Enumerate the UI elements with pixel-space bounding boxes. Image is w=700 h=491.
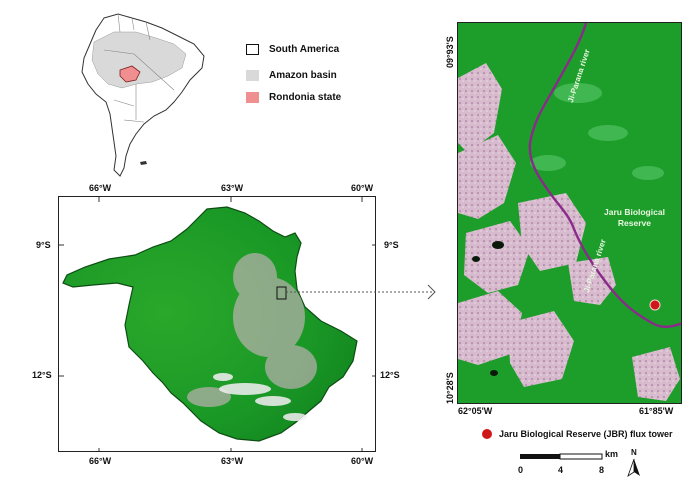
scale-bar-label-8: 8 (599, 465, 605, 475)
state-map-right-tick-1: 9°S (384, 240, 399, 250)
legend-item-rondonia-state: Rondonia state (246, 92, 341, 103)
legend-swatch-south-america (246, 44, 259, 55)
state-map-left-tick-2: 12°S (32, 370, 52, 380)
scale-bar-label-4: 4 (558, 465, 564, 475)
deforested-areas (458, 63, 680, 401)
detail-satellite-map (458, 23, 681, 403)
north-arrow-label: N (631, 448, 637, 457)
rondonia-state-area (119, 65, 141, 83)
north-arrow-icon (627, 458, 640, 477)
country-borders (103, 13, 175, 123)
detail-lon-right: 61°85'W (639, 406, 674, 416)
rondonia-state-map-frame (58, 196, 376, 452)
scale-bar (520, 453, 603, 460)
south-america-inset-map (81, 13, 205, 177)
ji-parana-river (528, 23, 681, 328)
falkland-islands (140, 161, 147, 165)
jbr-flux-tower-marker (649, 299, 661, 311)
reserve-label-line1: Jaru Biological (604, 207, 665, 217)
state-map-top-tick-3: 60°W (351, 183, 374, 193)
detail-lat-bottom: 10°28'S (445, 372, 455, 404)
tower-legend: Jaru Biological Reserve (JBR) flux tower (481, 428, 673, 440)
mountain-highlights (213, 373, 307, 421)
tower-legend-marker-icon (482, 429, 492, 439)
legend-swatch-amazon-basin (246, 70, 259, 81)
state-map-right-tick-2: 12°S (380, 370, 400, 380)
state-map-top-tick-1: 66°W (89, 183, 112, 193)
state-map-top-tick-2: 63°W (221, 183, 244, 193)
detail-map-frame: Ji-Parana river Ji-Parana river Jaru Bio… (457, 22, 682, 404)
state-map-bottom-tick-3: 60°W (351, 456, 374, 466)
legend-item-amazon-basin: Amazon basin (246, 70, 337, 81)
rondonia-state-map (59, 197, 375, 451)
legend-label-amazon-basin: Amazon basin (269, 70, 337, 81)
legend-label-rondonia-state: Rondonia state (269, 92, 342, 103)
state-map-left-tick-1: 9°S (36, 240, 51, 250)
dark-water-bodies (472, 241, 504, 376)
connector-arrow (286, 284, 436, 300)
legend-item-south-america: South America (246, 44, 339, 55)
state-map-bottom-tick-1: 66°W (89, 456, 112, 466)
study-area-box (276, 286, 287, 300)
light-green-clearings (530, 83, 664, 180)
deforestation-patches (187, 253, 317, 407)
detail-lon-left: 62°05'W (458, 406, 493, 416)
amazon-basin-area (91, 31, 187, 89)
state-map-bottom-tick-2: 63°W (221, 456, 244, 466)
reserve-label: Jaru Biological Reserve (604, 207, 665, 229)
detail-lat-top: 09°93'S (445, 36, 455, 68)
legend-swatch-rondonia-state (246, 92, 259, 103)
scale-bar-label-0: 0 (518, 465, 524, 475)
reserve-label-line2: Reserve (617, 218, 652, 228)
scale-bar-unit: km (605, 449, 619, 459)
legend-label-south-america: South America (269, 44, 340, 55)
tower-legend-label: Jaru Biological Reserve (JBR) flux tower (499, 429, 673, 439)
